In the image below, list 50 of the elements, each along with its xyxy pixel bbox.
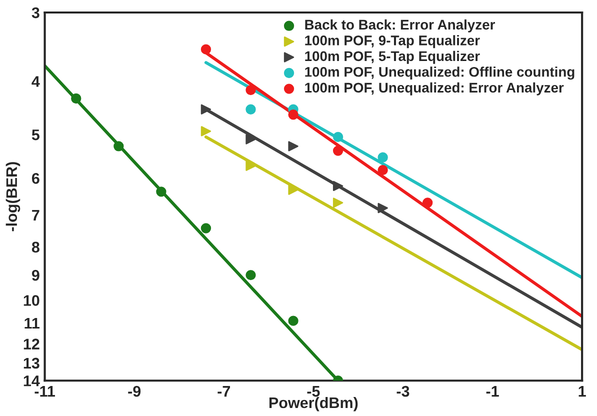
point xyxy=(288,110,298,120)
x-tick-label: -11 xyxy=(34,386,55,397)
y-tick-label: 6 xyxy=(32,173,40,184)
point xyxy=(156,186,166,197)
y-tick-label: 13 xyxy=(24,358,40,369)
x-tick-label: 1 xyxy=(578,386,586,397)
point xyxy=(200,223,212,234)
point xyxy=(332,198,344,208)
point xyxy=(422,198,433,208)
point xyxy=(71,93,82,104)
point xyxy=(378,164,388,176)
point xyxy=(246,270,256,280)
x-tick-label: -3 xyxy=(396,386,410,397)
point xyxy=(200,44,212,54)
y-tick-label: 11 xyxy=(24,318,40,329)
y-tick-label: 9 xyxy=(32,270,40,281)
point xyxy=(332,180,344,192)
x-tick-label: -7 xyxy=(218,386,230,397)
y-tick-label: 12 xyxy=(24,338,40,350)
point xyxy=(246,84,256,96)
y-axis-title: -log(BER) xyxy=(6,162,20,232)
y-tick-label: 5 xyxy=(32,130,40,140)
point xyxy=(288,316,298,326)
y-tick-label: 8 xyxy=(32,242,40,253)
y-tick-label: 14 xyxy=(24,376,40,386)
point xyxy=(288,141,298,152)
point xyxy=(200,126,212,136)
legend-label: 100m POF, 5-Tap Equalizer xyxy=(305,50,480,64)
point xyxy=(246,160,256,171)
legend-label: 100m POF, 9-Tap Equalizer xyxy=(305,35,480,48)
y-tick-label: 10 xyxy=(24,295,40,306)
legend-label: 100m POF, Unequalized: Error Analyzer xyxy=(305,82,564,96)
point xyxy=(246,134,256,144)
point xyxy=(378,202,388,214)
legend-label: Back to Back: Error Analyzer xyxy=(305,19,495,32)
point xyxy=(114,141,124,152)
legend-label: 100m POF, Unequalized: Offline counting xyxy=(305,66,574,80)
y-tick-label: 3 xyxy=(32,7,40,18)
point xyxy=(246,104,256,114)
x-tick-label: -9 xyxy=(128,386,141,397)
y-tick-label: 4 xyxy=(32,76,40,87)
point xyxy=(200,104,212,114)
x-tick-label: -5 xyxy=(307,386,320,397)
point xyxy=(332,146,344,156)
point xyxy=(288,184,298,195)
point xyxy=(378,152,388,162)
x-tick-label: -1 xyxy=(486,386,499,397)
y-tick-label: 7 xyxy=(32,210,40,221)
point xyxy=(332,132,344,142)
x-axis-title: Power(dBm) xyxy=(269,396,358,412)
